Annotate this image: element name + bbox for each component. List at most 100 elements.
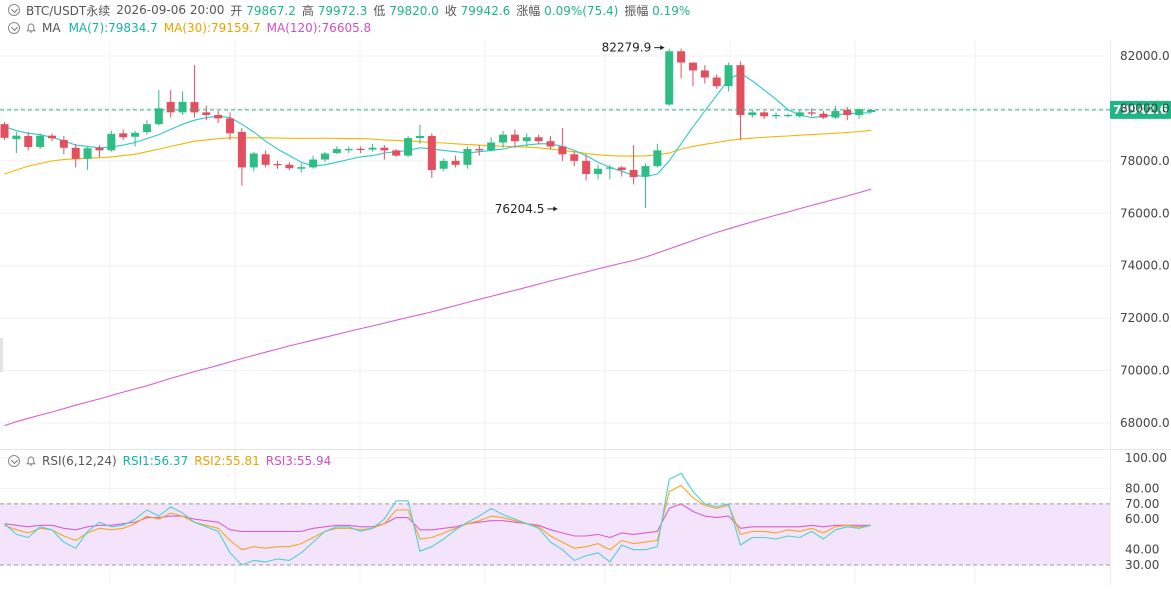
candle-body	[119, 133, 128, 138]
candle-body	[867, 109, 876, 112]
candle-body	[344, 149, 353, 151]
candle-layer	[0, 48, 876, 209]
rsi-y-tick-label: 80.00	[1125, 482, 1159, 496]
rsi-collapse-chevron-icon[interactable]	[8, 455, 20, 467]
candle-body	[700, 70, 709, 78]
candle-body	[309, 159, 318, 168]
y-tick-label: 70000.0	[1120, 364, 1170, 378]
candle-body	[107, 133, 116, 151]
candle-body	[237, 132, 246, 168]
y-tick-label: 76000.0	[1120, 206, 1170, 220]
candle-body	[415, 135, 424, 139]
candle-body	[392, 150, 401, 156]
candle-body	[783, 114, 792, 117]
rsi2-legend: RSI2:55.81	[194, 454, 260, 468]
candle-body	[24, 135, 33, 147]
rsi-y-tick-label: 40.00	[1125, 543, 1159, 557]
rsi1-line	[4, 472, 872, 566]
candle-body	[190, 102, 199, 113]
ma30-legend: MA(30):79159.7	[163, 21, 261, 35]
candle-body	[368, 147, 377, 150]
candle-body	[285, 164, 294, 169]
candle-body	[546, 141, 555, 147]
candle-body	[499, 134, 508, 143]
high-label: 高	[301, 3, 314, 18]
candle-body	[795, 112, 804, 117]
candle-body	[249, 153, 258, 168]
low-value: 79820.0	[389, 3, 439, 18]
candle-body	[83, 148, 92, 159]
ma-collapse-chevron-icon[interactable]	[8, 22, 20, 34]
candle-body	[47, 135, 56, 139]
candle-body	[427, 135, 436, 171]
datetime-label: 2026-09-06 20:00	[116, 3, 225, 17]
y-tick-label: 78000.0	[1120, 154, 1170, 168]
amplitude-value: 0.19%	[652, 3, 691, 18]
candle-body	[665, 51, 674, 105]
candle-body	[451, 160, 460, 165]
current-price-box	[1110, 100, 1171, 119]
rsi3-line	[4, 503, 871, 539]
candle-body	[475, 149, 484, 151]
candle-body	[297, 167, 306, 169]
candle-body	[677, 51, 686, 63]
rsi2-line	[4, 484, 872, 551]
candle-body	[404, 138, 413, 156]
candle-body	[12, 135, 21, 140]
y-tick-label: 80000.0	[1120, 101, 1170, 115]
change-value: 0.09%(75.4)	[544, 3, 619, 18]
rsi-band-layer	[0, 503, 1110, 566]
price-annotation: 82279.9	[602, 41, 652, 55]
candle-body	[558, 146, 567, 155]
ma30-line	[4, 129, 872, 175]
candle-body	[712, 77, 721, 87]
candle-body	[510, 134, 519, 142]
y-tick-label: 82000.0	[1120, 49, 1170, 63]
rsi-y-tick-label: 30.00	[1125, 558, 1159, 572]
rsi1-legend: RSI1:56.37	[122, 454, 189, 468]
ohlc-header: BTC/USDT永续 2026-09-06 20:00 开 79867.2 高 …	[8, 1, 690, 19]
candle-body	[688, 62, 697, 71]
rsi-band	[0, 503, 1110, 565]
change-label: 涨幅	[516, 3, 541, 18]
candle-body	[214, 114, 223, 119]
bell-icon[interactable]	[26, 23, 36, 33]
candle-body	[59, 139, 68, 148]
candle-body	[0, 124, 9, 138]
amplitude-label: 振幅	[624, 3, 649, 18]
candle-body	[534, 137, 543, 142]
candle-body	[166, 101, 175, 113]
low-label: 低	[373, 3, 386, 18]
candle-body	[439, 160, 448, 169]
ma120-legend: MA(120):76605.8	[266, 21, 372, 35]
candle-body	[178, 101, 187, 113]
ma7-legend: MA(7):79834.7	[68, 21, 158, 35]
price-annotation: 76204.5	[495, 202, 545, 216]
ma-layer	[4, 72, 872, 427]
candle-body	[760, 112, 769, 117]
candle-body	[724, 65, 733, 87]
rsi-layer	[4, 472, 872, 566]
collapse-chevron-icon[interactable]	[8, 4, 20, 16]
rsi-y-tick-label: 100.00	[1125, 451, 1167, 465]
open-label: 开	[230, 3, 243, 18]
current-price-label: 79942.6	[1113, 103, 1168, 117]
candle-body	[202, 112, 211, 115]
rsi-y-tick-label: 70.00	[1125, 497, 1159, 511]
candle-body	[380, 147, 389, 151]
candle-body	[142, 124, 151, 133]
symbol-label: BTC/USDT永续	[26, 3, 111, 18]
rsi-title: RSI(6,12,24)	[42, 454, 117, 468]
candle-body	[273, 164, 282, 166]
candle-body	[487, 142, 496, 151]
candle-body	[154, 108, 163, 125]
grid-layer	[0, 40, 1171, 585]
ma-title: MA	[42, 21, 61, 35]
candle-body	[582, 160, 591, 174]
candle-body	[605, 167, 614, 169]
candle-body	[71, 147, 80, 159]
rsi-bell-icon[interactable]	[26, 456, 36, 466]
axis-layer: 79942.6 82000.0 80000.0 78000.0 76000.0 74000…	[0, 49, 1171, 572]
